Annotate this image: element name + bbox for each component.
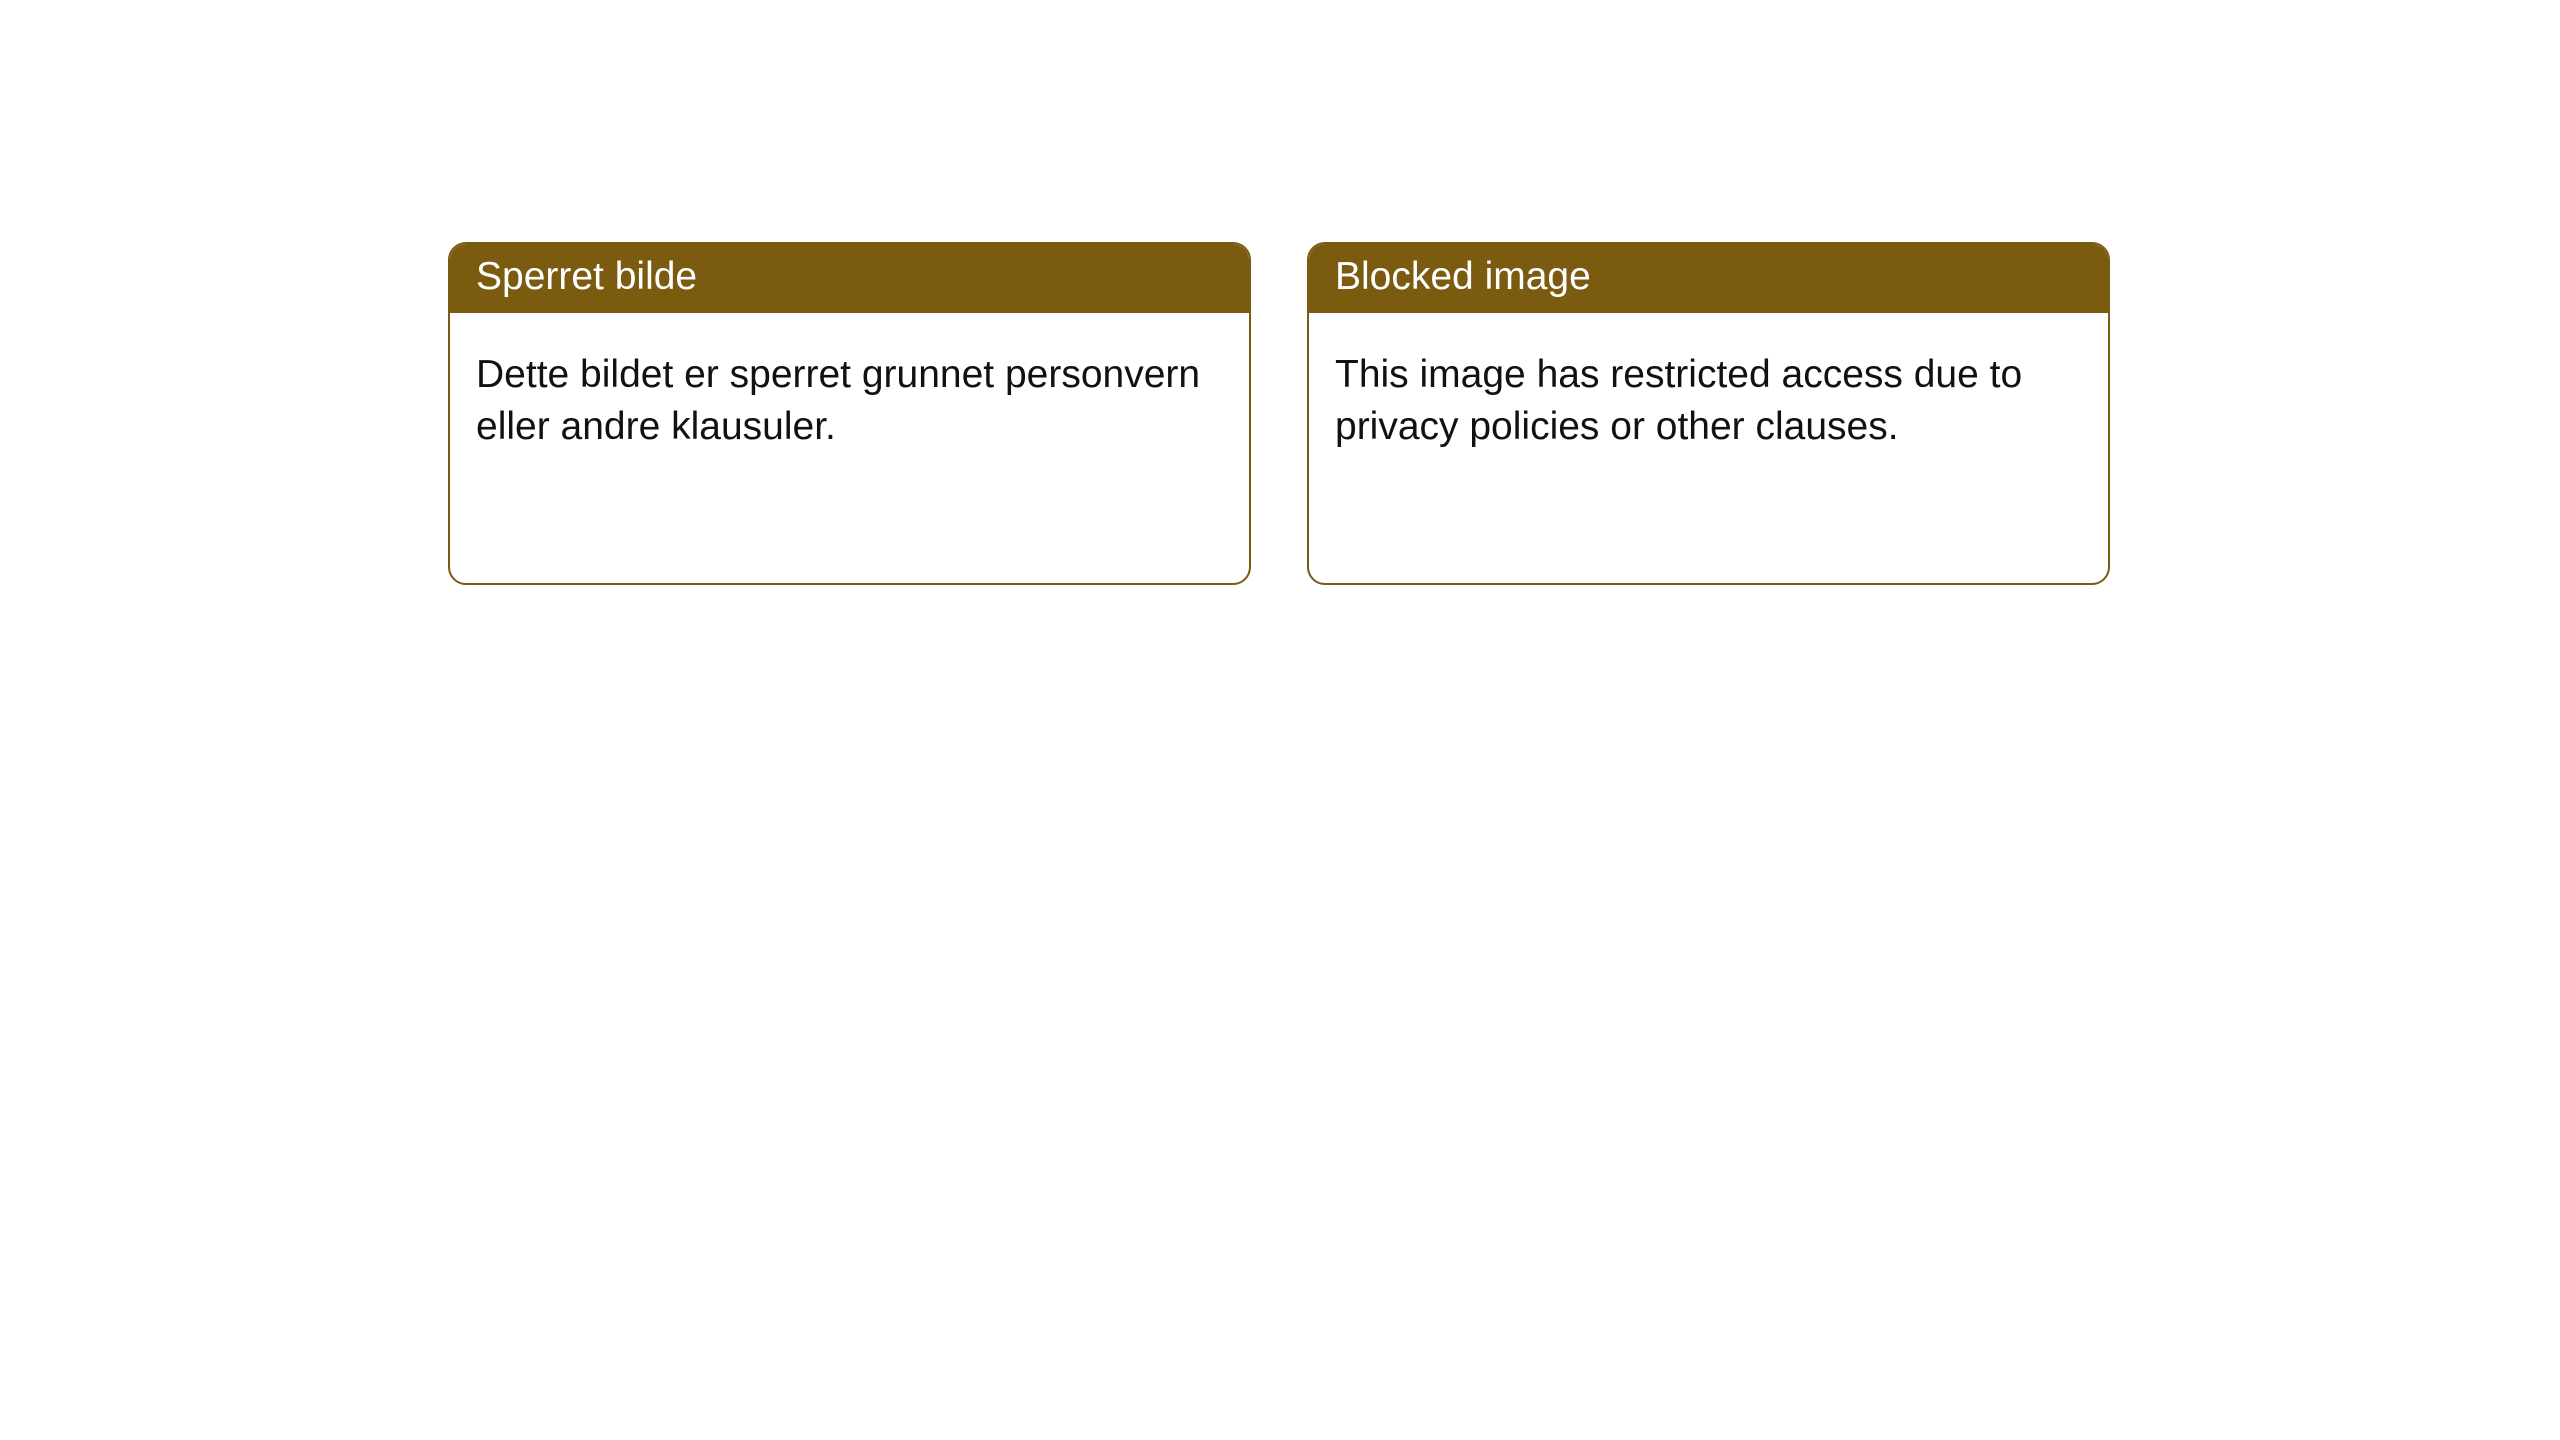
notice-box-norwegian: Sperret bilde Dette bildet er sperret gr… [448, 242, 1251, 585]
notice-title: Blocked image [1309, 244, 2108, 313]
notices-container: Sperret bilde Dette bildet er sperret gr… [0, 0, 2560, 585]
notice-body: Dette bildet er sperret grunnet personve… [450, 313, 1249, 583]
notice-body: This image has restricted access due to … [1309, 313, 2108, 583]
notice-title: Sperret bilde [450, 244, 1249, 313]
notice-box-english: Blocked image This image has restricted … [1307, 242, 2110, 585]
